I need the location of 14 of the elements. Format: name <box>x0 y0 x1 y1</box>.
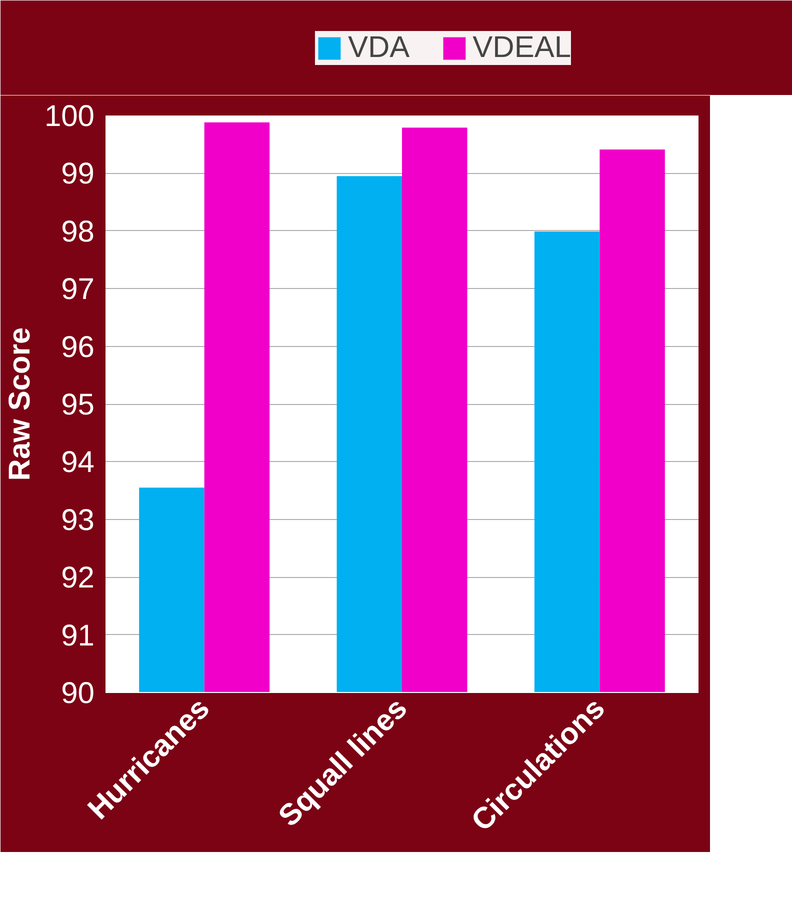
y-axis-title: Raw Score <box>3 327 36 481</box>
y-tick-label: 98 <box>61 215 95 248</box>
y-tick-label: 93 <box>61 504 95 537</box>
y-tick-label: 91 <box>61 619 95 652</box>
y-tick-label: 94 <box>61 446 95 480</box>
legend-label: VDA <box>348 30 410 64</box>
y-tick-label: 96 <box>61 330 95 364</box>
y-tick-label: 95 <box>61 388 95 422</box>
y-tick-label: 92 <box>61 562 95 595</box>
y-tick-label: 97 <box>61 273 95 306</box>
y-tick-label: 90 <box>61 677 95 710</box>
y-tick-label: 99 <box>61 158 95 191</box>
legend-label: VDEAL <box>472 30 572 64</box>
y-tick-label: 100 <box>44 100 95 133</box>
